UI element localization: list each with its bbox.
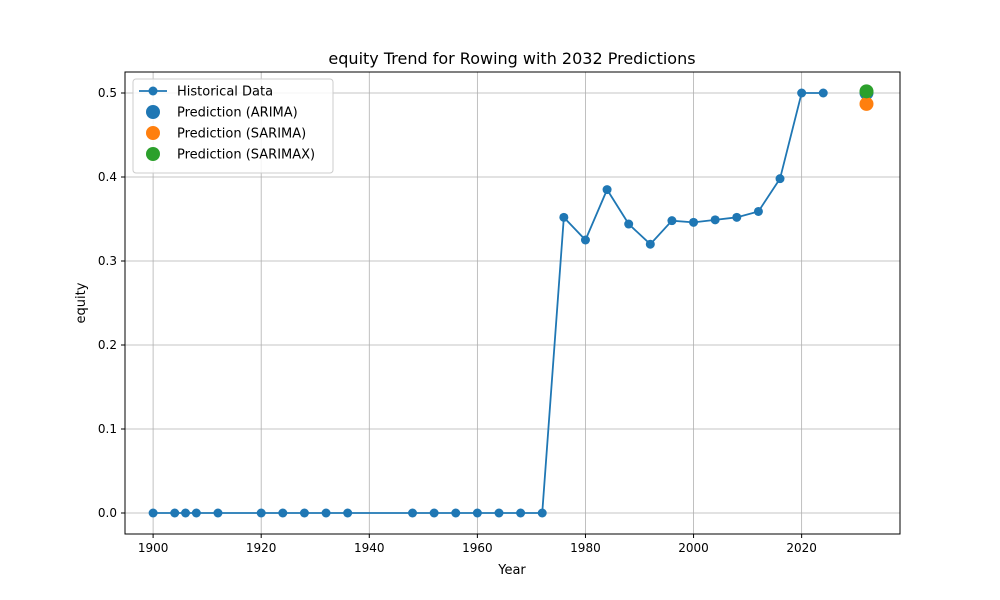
data-point (213, 508, 223, 518)
data-point (170, 508, 180, 518)
legend-label: Prediction (SARIMA) (177, 127, 306, 142)
data-point (797, 88, 807, 98)
data-point (559, 212, 569, 222)
x-tick-label: 1920 (246, 541, 277, 555)
legend-box (132, 78, 334, 174)
y-tick-label: 0.3 (98, 254, 117, 268)
series-3 (859, 84, 874, 99)
data-point (429, 508, 439, 518)
plot-area-frame (124, 71, 901, 535)
legend-label: Prediction (SARIMAX) (177, 148, 315, 163)
data-point (602, 185, 612, 195)
legend-label: Historical Data (177, 85, 273, 100)
y-tick-label: 0.1 (98, 422, 117, 436)
x-tick-label: 1900 (138, 541, 169, 555)
legend: Historical Data Prediction (ARIMA) Predict… (132, 78, 334, 174)
x-axis-label: Year (497, 563, 526, 578)
data-point (181, 508, 191, 518)
legend-marker-swatch (146, 126, 160, 140)
series-layer (148, 84, 874, 518)
data-point (667, 216, 677, 226)
x-tick-label: 2000 (678, 541, 709, 555)
data-point (732, 212, 742, 222)
data-point (516, 508, 526, 518)
data-point (818, 88, 828, 98)
legend-item: Prediction (ARIMA) (146, 105, 298, 121)
data-point (775, 174, 785, 184)
data-point (256, 508, 266, 518)
data-point (624, 219, 634, 229)
legend-marker-swatch (146, 147, 160, 161)
data-point (710, 215, 720, 225)
data-point (472, 508, 482, 518)
y-tick-label: 0.0 (98, 506, 117, 520)
data-point (645, 239, 655, 249)
data-point (580, 235, 590, 245)
chart-title: equity Trend for Rowing with 2032 Predic… (328, 49, 695, 68)
data-point (753, 206, 763, 216)
x-tick-label: 1960 (462, 541, 493, 555)
data-point (408, 508, 418, 518)
prediction-point (859, 84, 874, 99)
data-point (494, 508, 504, 518)
x-tick-label: 2020 (786, 541, 817, 555)
data-point (148, 508, 158, 518)
y-tick-label: 0.2 (98, 338, 117, 352)
data-point (321, 508, 331, 518)
legend-item: Prediction (SARIMA) (146, 126, 306, 142)
y-tick-label: 0.5 (98, 86, 117, 100)
data-point (191, 508, 201, 518)
data-point (343, 508, 353, 518)
legend-marker-swatch (146, 105, 160, 119)
series-0 (148, 88, 828, 518)
data-point (537, 508, 547, 518)
y-tick-label: 0.4 (98, 170, 117, 184)
prediction-point (859, 96, 874, 111)
x-tick-label: 1980 (570, 541, 601, 555)
y-axis: 0.0 0.1 0.2 0.3 0.4 0.5 (98, 86, 125, 520)
legend-item: Prediction (SARIMAX) (146, 147, 315, 163)
grid (125, 72, 900, 534)
y-axis-label: equity (74, 282, 89, 323)
data-point (689, 217, 699, 227)
data-point (451, 508, 461, 518)
series-2 (859, 96, 874, 111)
x-axis: 1900 1920 1940 1960 1980 2000 2020 (138, 534, 817, 555)
legend-marker-swatch (148, 86, 158, 96)
legend-item: Historical Data (139, 85, 273, 100)
data-point (299, 508, 309, 518)
data-point (278, 508, 288, 518)
legend-label: Prediction (ARIMA) (177, 106, 298, 121)
x-tick-label: 1940 (354, 541, 385, 555)
